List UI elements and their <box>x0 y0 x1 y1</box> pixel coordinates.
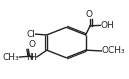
Text: OH: OH <box>101 21 114 30</box>
Text: N: N <box>26 53 33 62</box>
Text: H: H <box>29 53 36 62</box>
Text: O: O <box>86 10 93 19</box>
Text: CH₃: CH₃ <box>2 53 19 62</box>
Text: OCH₃: OCH₃ <box>102 46 125 55</box>
Text: Cl: Cl <box>26 30 35 39</box>
Text: O: O <box>29 40 36 49</box>
